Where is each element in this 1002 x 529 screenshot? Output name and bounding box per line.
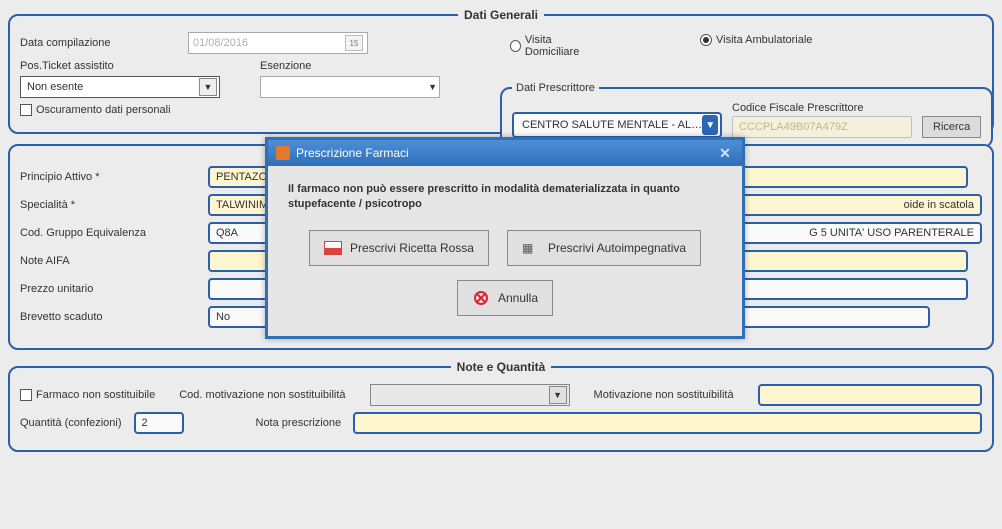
pos-ticket-label: Pos.Ticket assistito	[20, 60, 220, 72]
compilation-date-input[interactable]: 01/08/2016 15	[188, 32, 368, 54]
radio-dot	[700, 34, 712, 46]
prescription-modal: Prescrizione Farmaci ✕ Il farmaco non pu…	[265, 137, 745, 339]
search-button[interactable]: Ricerca	[922, 116, 981, 138]
section-note-qty: Note e Quantità Farmaco non sostituibile…	[8, 360, 994, 452]
checkbox-box	[20, 104, 32, 116]
prescrivi-autoimpegnativa-button[interactable]: Prescrivi Autoimpegnativa	[507, 230, 701, 266]
non-sost-checkbox[interactable]: Farmaco non sostituibile	[20, 389, 155, 401]
prescriber-center-value: CENTRO SALUTE MENTALE - ALESSANDRIA	[522, 119, 702, 131]
obscure-label: Oscuramento dati personali	[36, 104, 171, 116]
visit-amb-label: Visita Ambulatoriale	[716, 34, 812, 46]
modal-title-text: Prescrizione Farmaci	[296, 146, 409, 160]
close-icon[interactable]: ✕	[716, 144, 734, 162]
cod-mot-label: Cod. motivazione non sostituibilità	[179, 389, 345, 401]
visit-home-label: Visita Domiciliare	[525, 34, 600, 58]
mot-input[interactable]	[758, 384, 982, 406]
gruppo-value: Q8A	[216, 227, 238, 239]
checkbox-box	[20, 389, 32, 401]
brevetto-value: No	[216, 311, 230, 323]
non-sost-label: Farmaco non sostituibile	[36, 389, 155, 401]
chevron-down-icon: ▼	[199, 78, 217, 96]
compilation-date-label: Data compilazione	[20, 37, 180, 49]
ricetta-rossa-icon	[324, 241, 342, 255]
chevron-down-icon: ▼	[428, 82, 437, 92]
confezione-suffix: oide in scatola	[904, 199, 974, 211]
prescriber-cf-value: CCCPLA49B07A479Z	[739, 121, 848, 133]
annulla-button[interactable]: Annulla	[457, 280, 553, 316]
radio-dot	[510, 40, 521, 52]
pos-ticket-select[interactable]: Non esente ▼	[20, 76, 220, 98]
exemption-label: Esenzione	[260, 60, 440, 72]
section-general-title: Dati Generali	[458, 8, 544, 22]
section-general: Dati Generali Data compilazione 01/08/20…	[8, 8, 994, 134]
qty-input[interactable]: 2	[134, 412, 184, 434]
autoimpegnativa-icon	[522, 241, 540, 255]
chevron-down-icon: ▼	[702, 115, 718, 135]
nota-prescr-input[interactable]	[353, 412, 982, 434]
prescrivi-ricetta-rossa-button[interactable]: Prescrivi Ricetta Rossa	[309, 230, 489, 266]
principio-label: Principio Attivo *	[20, 171, 200, 183]
modal-message: Il farmaco non può essere prescritto in …	[288, 182, 722, 212]
specialita-label: Specialità *	[20, 199, 200, 211]
visit-home-radio[interactable]: Visita Domiciliare	[510, 34, 600, 58]
nota-prescr-label: Nota prescrizione	[256, 417, 342, 429]
brevetto-label: Brevetto scaduto	[20, 311, 200, 323]
nota-aifa-label: Note AIFA	[20, 255, 200, 267]
prescriber-cf-label: Codice Fiscale Prescrittore	[732, 102, 912, 114]
prezzo-label: Prezzo unitario	[20, 283, 200, 295]
brevetto-input[interactable]: No	[208, 306, 268, 328]
prescriber-cf-input[interactable]: CCCPLA49B07A479Z	[732, 116, 912, 138]
section-note-qty-title: Note e Quantità	[451, 360, 552, 374]
visit-amb-radio[interactable]: Visita Ambulatoriale	[700, 34, 812, 46]
qty-label: Quantità (confezioni)	[20, 417, 122, 429]
app-icon	[276, 146, 290, 160]
prescriber-title: Dati Prescrittore	[512, 82, 599, 94]
exemption-select[interactable]: ▼	[260, 76, 440, 98]
gruppo-desc-value: G 5 UNITA' USO PARENTERALE	[809, 227, 974, 239]
qty-value: 2	[142, 417, 148, 429]
compilation-date-value: 01/08/2016	[193, 37, 248, 49]
modal-titlebar[interactable]: Prescrizione Farmaci ✕	[268, 140, 742, 166]
calendar-icon[interactable]: 15	[345, 35, 363, 51]
gruppo-label: Cod. Gruppo Equivalenza	[20, 227, 200, 239]
chevron-down-icon: ▼	[549, 386, 567, 404]
pos-ticket-value: Non esente	[27, 81, 83, 93]
cancel-icon	[472, 289, 490, 307]
prescriber-center-select[interactable]: CENTRO SALUTE MENTALE - ALESSANDRIA ▼	[512, 112, 722, 138]
modal-body: Il farmaco non può essere prescritto in …	[268, 166, 742, 336]
obscure-checkbox[interactable]: Oscuramento dati personali	[20, 104, 171, 116]
cod-mot-select[interactable]: ▼	[370, 384, 570, 406]
mot-label: Motivazione non sostituibilità	[594, 389, 734, 401]
